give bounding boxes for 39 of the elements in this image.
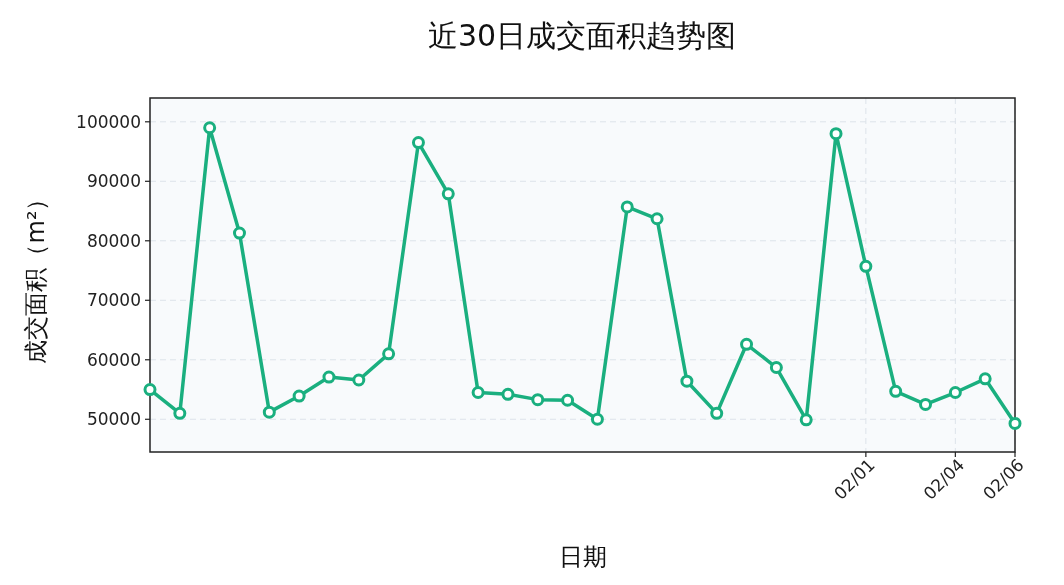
point [262,405,276,419]
point [382,347,396,361]
x-axis-title: 日期 [558,543,607,571]
point [232,226,246,240]
point [978,372,992,386]
y-tick-label: 80000 [86,230,141,251]
y-tick-label: 50000 [86,409,141,430]
point [411,136,425,150]
point [948,386,962,399]
point [710,406,724,420]
point [441,187,455,201]
point [1008,416,1022,430]
point [829,127,843,141]
point [322,370,336,384]
point [292,389,306,403]
point [471,386,485,399]
point [919,397,933,411]
y-tick-label: 70000 [86,290,141,311]
point [889,384,903,398]
point [352,373,366,387]
point [203,121,217,135]
y-tick-label: 90000 [86,171,141,192]
chart-title: 近30日成交面积趋势图 [427,18,737,53]
point [590,412,604,426]
point [650,212,664,226]
y-tick-label: 100000 [76,111,141,132]
point [799,413,813,427]
point [173,406,187,420]
point [143,383,157,397]
point [501,387,515,401]
point [859,259,873,273]
point [769,361,783,375]
point [561,393,575,407]
y-axis-title: 成交面积（m²） [22,186,50,364]
point [620,200,634,214]
point [740,337,754,351]
y-tick-label: 60000 [86,349,141,370]
point [680,374,694,388]
point [531,393,545,407]
